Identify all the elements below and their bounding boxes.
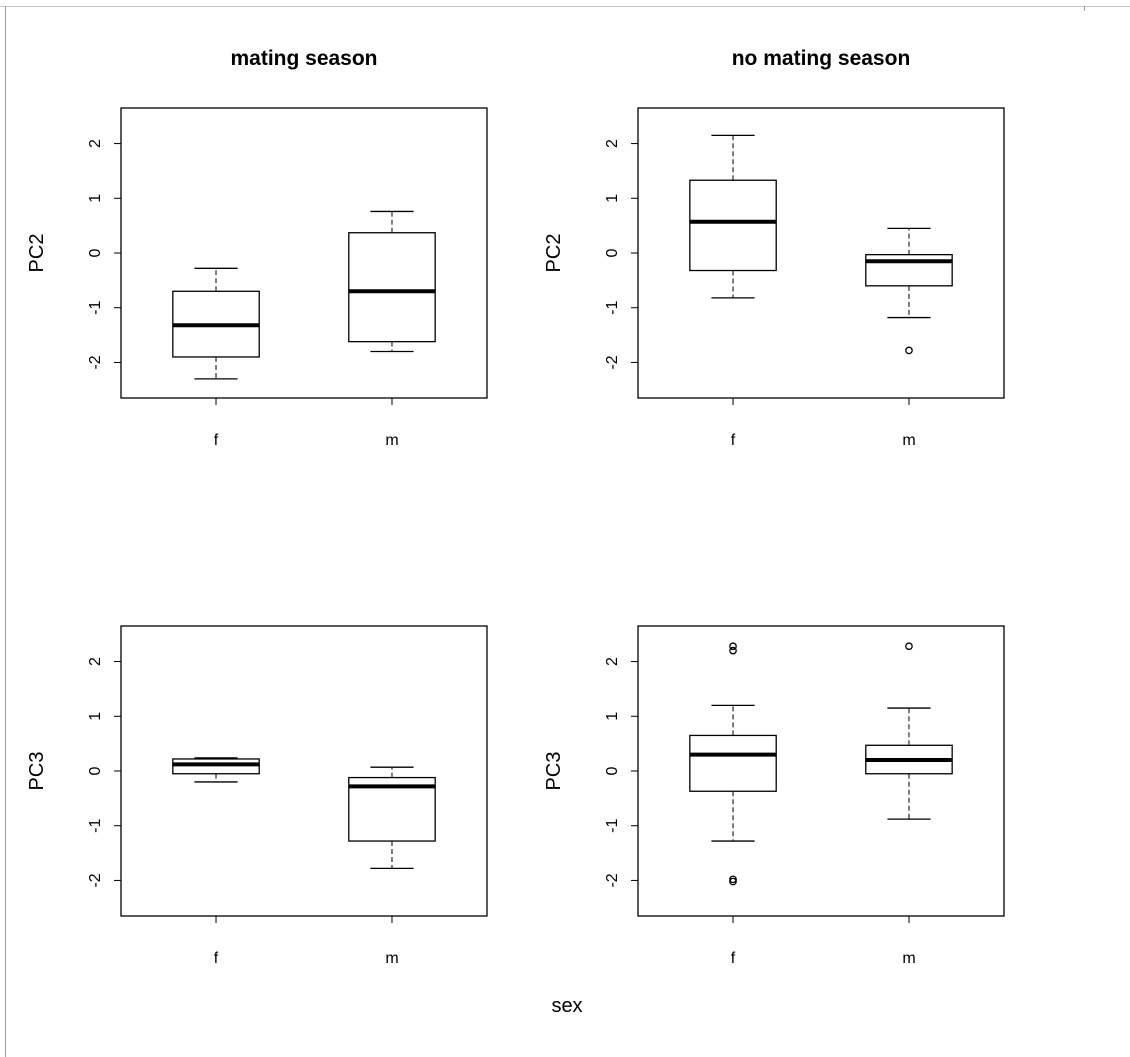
y-axis-label: PC2	[543, 234, 565, 273]
box-f	[172, 267, 260, 380]
y-tick-label: -2	[87, 873, 104, 887]
y-tick-label: -1	[604, 301, 621, 315]
box-f	[689, 134, 777, 299]
y-tick-label: -1	[87, 819, 104, 833]
figure-frame-left	[5, 6, 6, 1057]
y-tick-label: 1	[604, 194, 621, 203]
box-body	[689, 179, 777, 272]
box-body	[348, 232, 436, 343]
outlier-point	[729, 642, 737, 651]
x-tick-label: f	[731, 432, 736, 449]
outlier-point	[905, 642, 913, 651]
chart-panel-2: no mating season PC2 -2 -1 0 1 2 f m	[543, 47, 1005, 449]
box-m	[865, 642, 953, 820]
box-m	[348, 210, 436, 353]
outlier-point	[729, 875, 737, 884]
figure-frame-tick	[1084, 6, 1085, 11]
y-tick-label: -1	[604, 819, 621, 833]
y-axis-label: PC2	[26, 234, 48, 273]
y-tick-label: 0	[87, 248, 104, 257]
outlier-point	[729, 646, 737, 655]
x-tick-label: m	[902, 432, 915, 449]
y-tick-label: 0	[604, 766, 621, 775]
y-tick-label: 1	[87, 194, 104, 203]
box-m	[865, 227, 953, 355]
x-tick-label: f	[214, 432, 219, 449]
x-tick-label: m	[902, 950, 915, 967]
y-tick-label: 0	[604, 248, 621, 257]
outlier-point	[905, 346, 913, 355]
y-tick-label: 2	[604, 139, 621, 148]
chart-panel-4: PC3 -2 -1 0 1 2 f m	[543, 625, 1005, 967]
y-tick-label: 2	[87, 139, 104, 148]
y-axis-label: PC3	[26, 752, 48, 791]
y-tick-label: 0	[87, 766, 104, 775]
figure-frame-top	[0, 6, 1130, 7]
panel-title: no mating season	[732, 47, 911, 70]
shared-x-axis-label: sex	[551, 995, 582, 1017]
y-tick-label: 2	[604, 657, 621, 666]
outlier-point	[729, 877, 737, 886]
x-tick-label: f	[214, 950, 219, 967]
x-tick-label: m	[385, 950, 398, 967]
panel-title: mating season	[230, 47, 377, 70]
y-tick-label: -1	[87, 301, 104, 315]
x-tick-label: f	[731, 950, 736, 967]
y-tick-label: 1	[87, 712, 104, 721]
y-tick-label: -2	[604, 355, 621, 369]
y-tick-label: -2	[604, 873, 621, 887]
box-m	[348, 766, 436, 870]
y-tick-label: -2	[87, 355, 104, 369]
chart-panel-1: mating season PC2 -2 -1 0 1 2 f m	[26, 47, 488, 449]
box-f	[172, 757, 260, 783]
y-tick-label: 1	[604, 712, 621, 721]
box-f	[689, 642, 777, 886]
y-axis-label: PC3	[543, 752, 565, 791]
chart-panel-3: PC3 -2 -1 0 1 2 f m	[26, 625, 488, 967]
y-tick-label: 2	[87, 657, 104, 666]
box-body	[689, 734, 777, 792]
x-tick-label: m	[385, 432, 398, 449]
